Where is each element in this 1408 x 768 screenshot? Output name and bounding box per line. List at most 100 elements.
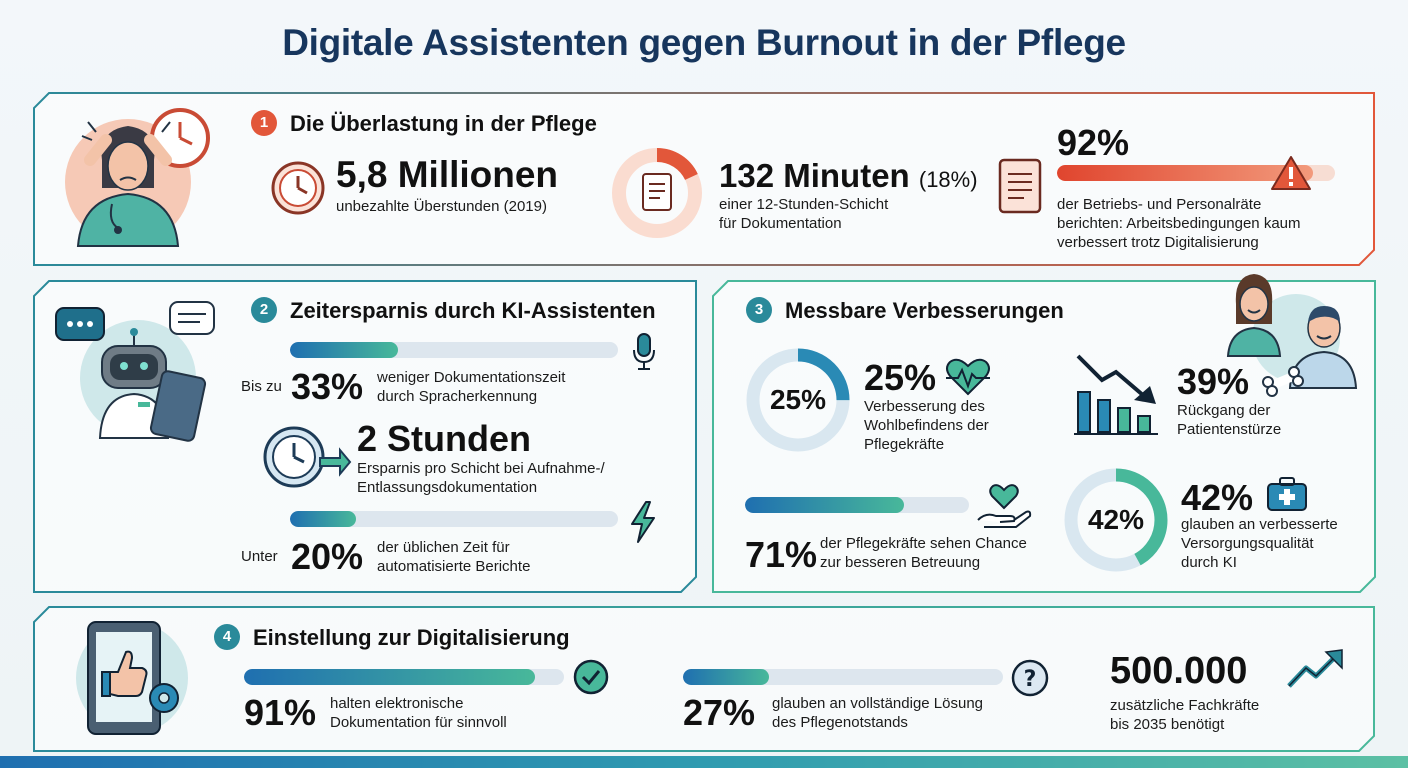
section-heading: Messbare Verbesserungen: [785, 298, 1064, 323]
medical-kit-icon: [1267, 477, 1307, 511]
stat-label: einer 12-Stunden-Schicht für Dokumentati…: [719, 195, 888, 233]
section-heading: Zeitersparnis durch KI-Assistenten: [290, 298, 656, 323]
stat-label-line: berichten: Arbeitsbedingungen kaum: [1057, 215, 1301, 232]
stressed-nurse-icon: [65, 108, 210, 247]
checkmark-icon: [573, 659, 609, 695]
stat-label: der Pflegekräfte sehen Chance zur besser…: [820, 534, 1027, 572]
stat-value: 500.000: [1110, 650, 1248, 692]
stat-label-line: Rückgang der: [1177, 402, 1271, 419]
section-number: 2: [251, 297, 277, 323]
progress-bar: [290, 511, 618, 527]
stat-label-line: Dokumentation für sinnvoll: [330, 714, 507, 731]
document-icon: [998, 158, 1042, 214]
stat-label: Ersparnis pro Schicht bei Aufnahme-/ Ent…: [357, 459, 605, 497]
progress-bar-fill: [1057, 165, 1313, 181]
progress-bar-fill: [290, 511, 356, 527]
section-number: 4: [214, 624, 240, 650]
stat-label-line: durch Spracherkennung: [377, 388, 538, 405]
stat-label-line: bis 2035 benötigt: [1110, 716, 1225, 733]
robot-assistant-icon: [55, 301, 215, 442]
clock-arrow-icon: [263, 426, 352, 488]
stat-value: 71%: [745, 534, 818, 575]
progress-bar-fill: [683, 669, 770, 685]
stat-value: 2 Stunden: [357, 418, 532, 459]
ring-chart: [612, 148, 702, 238]
nurse-patient-icon: [1226, 274, 1358, 389]
warning-icon: [1271, 156, 1311, 190]
stat-label-line: glauben an verbesserte: [1181, 516, 1338, 533]
stat-label-line: der Betriebs- und Personalräte: [1057, 196, 1262, 213]
stat-value: 27%: [683, 692, 756, 733]
stat-label-line: der üblichen Zeit für: [377, 539, 510, 556]
progress-bar: [244, 669, 564, 685]
section-number: 3: [746, 297, 772, 323]
stat-label: Rückgang der Patientenstürze: [1177, 401, 1281, 439]
section-heading: Die Überlastung in der Pflege: [290, 111, 597, 136]
stat-label-line: der Pflegekräfte sehen Chance: [820, 535, 1027, 552]
ring-chart: [1064, 468, 1168, 572]
stat-label-line: einer 12-Stunden-Schicht: [719, 196, 889, 213]
stat-value: 33%: [291, 366, 364, 407]
svg-text:?: ?: [1024, 667, 1037, 692]
stat-label-line: Patientenstürze: [1177, 421, 1282, 438]
stat-value-percent: (18%): [918, 167, 978, 192]
progress-bar: [1057, 165, 1335, 181]
stat-label-line: automatisierte Berichte: [377, 558, 531, 575]
stat-value-number: 132 Minuten: [719, 157, 910, 194]
stat-value: 92%: [1057, 122, 1130, 163]
stat-value: 20%: [291, 536, 364, 577]
heart-pulse-icon: [946, 358, 990, 396]
ring-chart-fill: [1064, 468, 1168, 572]
ring-chart-label: 42%: [1087, 504, 1145, 535]
progress-bar: [745, 497, 969, 513]
stat-label-line: Pflegekräfte: [864, 436, 945, 453]
stat-label-line: glauben an vollständige Lösung: [772, 695, 984, 712]
stat-prefix: Unter: [241, 548, 278, 565]
stat-value: 91%: [244, 692, 317, 733]
stat-label-line: weniger Dokumentationszeit: [377, 369, 566, 386]
stat-value: 42%: [1181, 477, 1254, 518]
bone-icon: [1262, 366, 1304, 397]
ring-chart-fill: [612, 148, 702, 238]
stat-prefix: Bis zu: [241, 378, 282, 395]
stat-label: glauben an vollständige Lösung des Pfleg…: [772, 694, 983, 732]
stat-label: halten elektronische Dokumentation für s…: [330, 694, 507, 732]
stat-label: glauben an verbesserte Versorgungsqualit…: [1181, 515, 1338, 572]
tablet-thumbs-up-icon: [76, 621, 188, 735]
ring-chart: [746, 348, 850, 452]
stat-label: der üblichen Zeit für automatisierte Ber…: [377, 538, 530, 576]
stat-label-line: zusätzliche Fachkräfte: [1110, 697, 1260, 714]
caring-hand-icon: [977, 484, 1032, 528]
stat-label-line: des Pflegenotstands: [772, 714, 908, 731]
section-heading: Einstellung zur Digitalisierung: [253, 625, 570, 650]
ring-chart-fill: [746, 348, 850, 452]
question-mark-icon: ?: [1011, 659, 1049, 697]
lightning-icon: [631, 501, 655, 543]
stat-label-line: halten elektronische: [330, 695, 464, 712]
stat-label-line: Entlassungsdokumentation: [357, 479, 538, 496]
stat-label-line: für Dokumentation: [719, 215, 842, 232]
stat-label-line: Ersparnis pro Schicht bei Aufnahme-/: [357, 460, 605, 477]
section-number: 1: [251, 110, 277, 136]
stat-label-line: durch KI: [1181, 554, 1237, 571]
stat-label-line: verbessert trotz Digitalisierung: [1057, 234, 1259, 251]
progress-bar-fill: [290, 342, 399, 358]
stat-label-line: Verbesserung des: [864, 398, 985, 415]
stat-value: 39%: [1177, 361, 1250, 402]
stat-label: weniger Dokumentationszeit durch Sprache…: [377, 368, 565, 406]
ring-chart-label: 25%: [769, 384, 827, 415]
stat-label-line: Versorgungsqualität: [1181, 535, 1314, 552]
stat-value: 5,8 Millionen: [336, 154, 559, 195]
progress-bar-fill: [745, 497, 905, 513]
stat-label: Verbesserung des Wohlbefindens der Pfleg…: [864, 397, 989, 454]
stat-value: 25%: [864, 357, 937, 398]
stat-label: unbezahlte Überstunden (2019): [336, 198, 547, 215]
stat-label: zusätzliche Fachkräfte bis 2035 benötigt: [1110, 696, 1259, 734]
stat-label-line: zur besseren Betreuung: [820, 554, 981, 571]
stat-label-line: Wohlbefindens der: [864, 417, 989, 434]
trending-up-icon: [1287, 649, 1343, 688]
footer-strip: [0, 756, 1408, 768]
declining-chart-icon: [1074, 354, 1158, 435]
clock-icon: [271, 161, 325, 215]
stat-value: 132 Minuten (18%): [719, 157, 978, 195]
